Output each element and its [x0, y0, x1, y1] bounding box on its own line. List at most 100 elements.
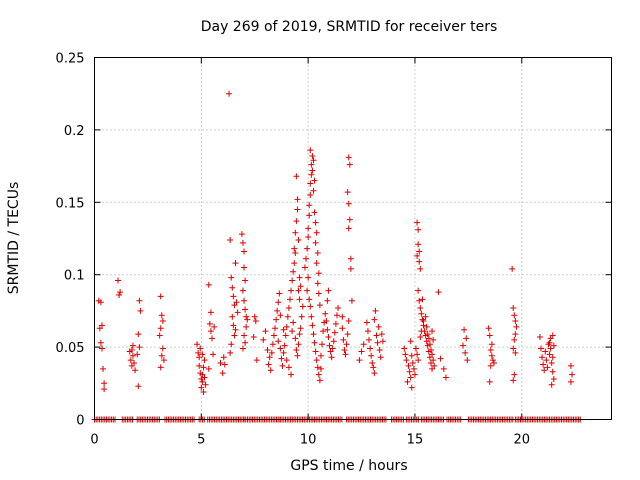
- data-point: [303, 256, 309, 262]
- data-point: [231, 333, 237, 339]
- data-point: [226, 91, 232, 97]
- data-point: [244, 317, 250, 323]
- data-point: [208, 309, 214, 315]
- data-point: [415, 241, 421, 247]
- data-point: [486, 325, 492, 331]
- data-point: [377, 347, 383, 353]
- data-point: [294, 353, 300, 359]
- data-point: [510, 305, 516, 311]
- plot-frame: [95, 58, 612, 420]
- data-point: [308, 172, 314, 178]
- data-point: [409, 385, 415, 391]
- data-point: [198, 376, 204, 382]
- data-point: [568, 379, 574, 385]
- data-point: [116, 292, 122, 298]
- srmtid-scatter-chart: Day 269 of 2019, SRMTID for receiver ter…: [0, 0, 640, 480]
- data-point: [346, 225, 352, 231]
- data-point: [368, 353, 374, 359]
- data-point: [460, 343, 466, 349]
- data-point: [463, 335, 469, 341]
- data-point: [229, 285, 235, 291]
- data-point: [229, 314, 235, 320]
- data-point: [410, 360, 416, 366]
- data-point: [262, 328, 268, 334]
- data-point: [333, 321, 339, 327]
- data-point: [268, 367, 274, 373]
- data-point: [209, 335, 215, 341]
- data-point: [286, 305, 292, 311]
- data-point: [340, 337, 346, 343]
- data-point: [294, 207, 300, 213]
- data-point: [300, 304, 306, 310]
- data-point: [211, 324, 217, 330]
- data-point: [278, 356, 284, 362]
- data-points: [92, 91, 584, 423]
- data-point: [511, 372, 517, 378]
- chart-title: Day 269 of 2019, SRMTID for receiver ter…: [201, 19, 498, 35]
- data-point: [332, 330, 338, 336]
- data-point: [414, 220, 420, 226]
- data-point: [284, 324, 290, 330]
- data-point: [547, 340, 553, 346]
- data-point: [287, 296, 293, 302]
- data-point: [282, 343, 288, 349]
- data-point: [487, 379, 493, 385]
- data-point: [348, 266, 354, 272]
- data-point: [199, 351, 205, 357]
- data-point: [418, 328, 424, 334]
- data-point: [101, 380, 107, 386]
- data-point: [220, 370, 226, 376]
- data-point: [309, 167, 315, 173]
- data-point: [314, 357, 320, 363]
- data-point: [488, 347, 494, 353]
- data-point: [409, 353, 415, 359]
- data-point: [288, 288, 294, 294]
- data-point: [228, 341, 234, 347]
- data-point: [551, 343, 557, 349]
- data-point: [235, 309, 241, 315]
- y-tick-label: 0.25: [56, 52, 85, 67]
- data-point: [489, 353, 495, 359]
- data-point: [306, 202, 312, 208]
- data-point: [404, 379, 410, 385]
- data-point: [273, 317, 279, 323]
- data-point: [315, 364, 321, 370]
- data-point: [367, 346, 373, 352]
- data-point: [275, 338, 281, 344]
- data-point: [207, 321, 213, 327]
- x-axis-label: GPS time / hours: [290, 458, 407, 474]
- data-point: [239, 231, 245, 237]
- data-point: [415, 227, 421, 233]
- data-point: [307, 147, 313, 153]
- data-point: [208, 328, 214, 334]
- data-point: [310, 331, 316, 337]
- data-point: [312, 209, 318, 215]
- data-point: [411, 366, 417, 372]
- data-point: [369, 360, 375, 366]
- data-point: [241, 249, 247, 255]
- data-point: [288, 372, 294, 378]
- data-point: [317, 302, 323, 308]
- data-point: [159, 312, 165, 318]
- data-point: [101, 386, 107, 392]
- data-point: [272, 325, 278, 331]
- data-point: [318, 366, 324, 372]
- x-tick-label: 10: [300, 433, 317, 448]
- data-point: [271, 333, 277, 339]
- data-point: [344, 341, 350, 347]
- data-point: [296, 237, 302, 243]
- data-point: [136, 298, 142, 304]
- data-point: [319, 341, 325, 347]
- data-point: [137, 308, 143, 314]
- data-point: [206, 366, 212, 372]
- data-point: [304, 288, 310, 294]
- data-point: [294, 196, 300, 202]
- data-point: [308, 314, 314, 320]
- data-point: [98, 340, 104, 346]
- data-point: [309, 153, 315, 159]
- data-point: [331, 338, 337, 344]
- data-point: [292, 230, 298, 236]
- data-point: [292, 335, 298, 341]
- data-point: [540, 361, 546, 367]
- data-point: [241, 333, 247, 339]
